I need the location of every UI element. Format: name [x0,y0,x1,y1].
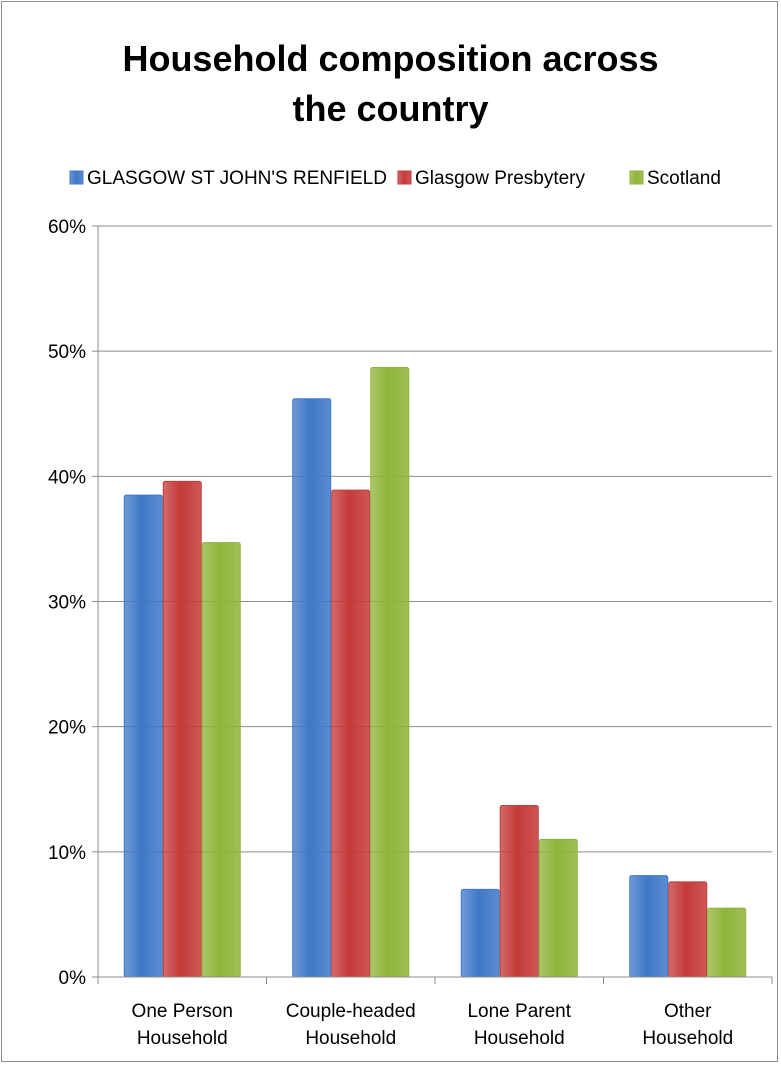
bar-glasgow-presbytery-other-household [668,881,708,978]
legend: GLASGOW ST JOHN'S RENFIELD Glasgow Presby… [69,168,721,189]
y-tick-label-0: 0% [59,968,87,989]
legend-swatch-glasgow-st-john-s-renfield [69,170,84,185]
x-axis: One Person Household Couple-headed Househol… [97,976,773,1049]
bar-glasgow-st-john-s-renfield-lone-parent-household [460,888,500,978]
legend-item-scotland: Scotland [629,168,721,189]
legend-label-glasgow-st-john-s-renfield: GLASGOW ST JOHN'S RENFIELD [87,168,387,189]
y-tick-label-30: 30% [48,593,86,614]
x-tick-label-couple-headed-household: Couple-headed Household [286,1001,416,1049]
bar-glasgow-presbytery-lone-parent-household [499,805,539,978]
bar-scotland-lone-parent-household [538,838,578,978]
y-tick-label-40: 40% [48,467,86,488]
bar-glasgow-st-john-s-renfield-one-person-household [123,494,163,978]
chart-title-line-1: Household composition across [122,38,659,79]
bars [123,366,747,978]
bar-scotland-couple-headed-household [370,366,410,978]
bar-glasgow-presbytery-one-person-household [162,480,202,978]
y-tick-label-10: 10% [48,843,86,864]
x-tick-label-other-household: Other Household [642,1001,733,1049]
bar-scotland-other-household [707,907,747,978]
x-tick-label-lone-parent-household: Lone Parent Household [467,1001,571,1049]
bar-scotland-one-person-household [201,542,241,978]
legend-item-glasgow-st-john-s-renfield: GLASGOW ST JOHN'S RENFIELD [69,168,387,189]
legend-item-glasgow-presbytery: Glasgow Presbytery [397,168,586,189]
y-tick-label-50: 50% [48,342,86,363]
legend-swatch-glasgow-presbytery [397,170,412,185]
y-tick-label-20: 20% [48,718,86,739]
legend-swatch-scotland [629,170,644,185]
bar-glasgow-st-john-s-renfield-other-household [629,875,669,978]
bar-glasgow-presbytery-couple-headed-household [331,489,371,978]
x-tick-label-one-person-household: One Person Household [132,1001,233,1049]
chart-title-line-2: the country [292,88,489,129]
y-axis: 0% 10% 20% 30% 40% 50% 60% [48,217,99,989]
y-tick-label-60: 60% [48,217,86,238]
chart-title: Household composition across the country [0,34,781,134]
legend-label-scotland: Scotland [647,168,721,189]
bar-glasgow-st-john-s-renfield-couple-headed-household [292,398,332,978]
legend-label-glasgow-presbytery: Glasgow Presbytery [415,168,586,189]
